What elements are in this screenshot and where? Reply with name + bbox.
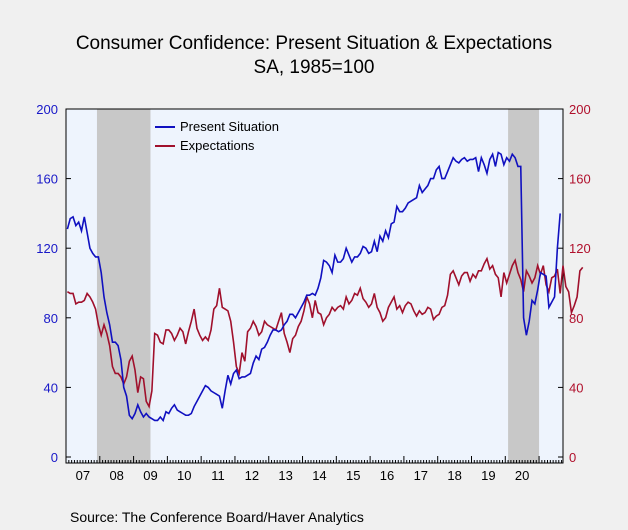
x-tick-label: 07 [76,468,90,483]
legend-label-present: Present Situation [180,119,279,134]
right-tick-label: 120 [569,241,591,256]
left-tick-label: 80 [44,311,58,326]
chart-subtitle: SA, 1985=100 [253,57,375,78]
right-tick-label: 40 [569,380,583,395]
x-tick-label: 12 [245,468,259,483]
present-situation-line [66,151,561,423]
recession-band-0 [96,109,151,463]
right-tick-label: 0 [569,450,576,465]
x-tick-label: 11 [211,468,225,483]
x-tick-label: 16 [380,468,394,483]
x-tick-label: 13 [278,468,292,483]
source-note: Source: The Conference Board/Haver Analy… [70,509,364,525]
expectations-line [66,256,584,409]
left-tick-label: 200 [36,102,58,117]
recession-bands [96,109,540,463]
x-tick-label: 15 [346,468,360,483]
x-tick-label: 09 [143,468,157,483]
x-axis: 07 08 09 10 11 12 13 14 15 16 17 18 19 20 [65,456,563,483]
x-tick-label: 20 [515,468,529,483]
right-tick-label: 160 [569,172,591,187]
x-tick-label: 18 [447,468,461,483]
right-axis: 0 40 80 120 160 200 [558,102,591,465]
left-tick-label: 120 [36,241,58,256]
chart-title: Consumer Confidence: Present Situation &… [75,33,553,54]
x-tick-label: 10 [177,468,191,483]
left-tick-label: 40 [44,380,58,395]
right-tick-label: 80 [569,311,583,326]
left-axis: 0 40 80 120 160 200 [36,102,71,465]
left-tick-label: 0 [51,450,58,465]
left-tick-label: 160 [36,172,58,187]
legend-label-expectations: Expectations [180,138,255,153]
x-tick-label: 14 [312,468,326,483]
x-tick-label: 19 [481,468,495,483]
x-tick-label: 17 [414,468,428,483]
legend: Present Situation Expectations [155,119,279,153]
right-tick-label: 200 [569,102,591,117]
x-tick-label: 08 [109,468,123,483]
